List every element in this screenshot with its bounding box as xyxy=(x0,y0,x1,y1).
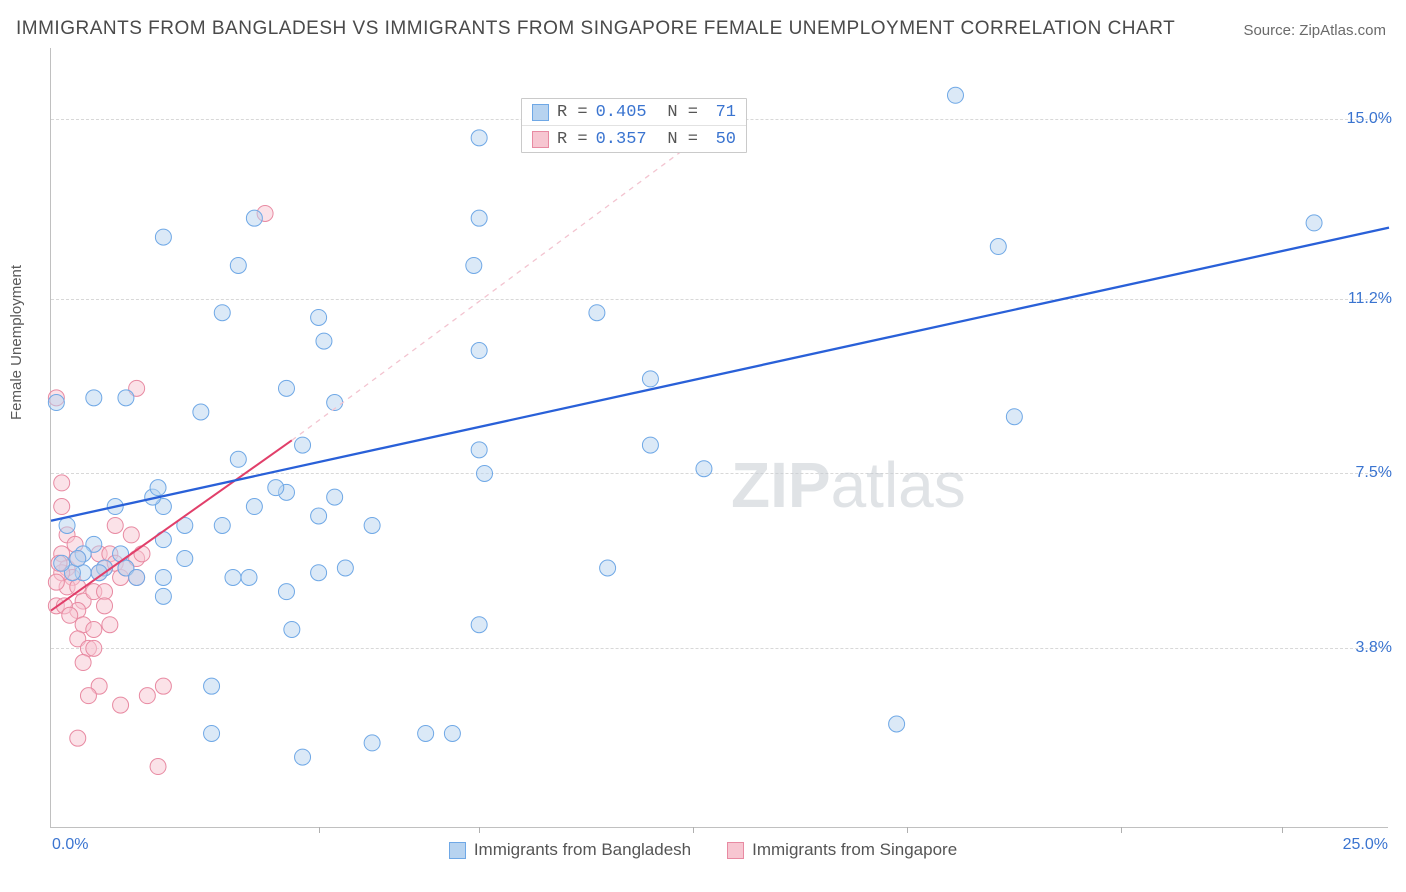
y-tick-label: 15.0% xyxy=(1347,110,1392,128)
swatch-singapore-icon xyxy=(727,842,744,859)
legend-series: Immigrants from Bangladesh Immigrants fr… xyxy=(0,840,1406,860)
legend-item-singapore: Immigrants from Singapore xyxy=(727,840,957,860)
legend-correlation: R = 0.405 N = 71 R = 0.357 N = 50 xyxy=(521,98,747,153)
y-tick-label: 3.8% xyxy=(1356,639,1392,657)
legend-row-bangladesh: R = 0.405 N = 71 xyxy=(522,99,746,125)
plot-svg xyxy=(51,48,1388,827)
swatch-bangladesh-icon xyxy=(449,842,466,859)
legend-item-bangladesh: Immigrants from Bangladesh xyxy=(449,840,691,860)
swatch-singapore xyxy=(532,131,549,148)
y-axis-label: Female Unemployment xyxy=(8,265,25,420)
swatch-bangladesh xyxy=(532,104,549,121)
legend-row-singapore: R = 0.357 N = 50 xyxy=(522,125,746,152)
chart-title: IMMIGRANTS FROM BANGLADESH VS IMMIGRANTS… xyxy=(16,18,1175,40)
y-tick-label: 7.5% xyxy=(1356,464,1392,482)
y-tick-label: 11.2% xyxy=(1348,290,1392,308)
plot-area: ZIPatlas R = 0.405 N = 71 R = 0.357 N = … xyxy=(50,48,1388,828)
source-label: Source: ZipAtlas.com xyxy=(1243,22,1386,39)
